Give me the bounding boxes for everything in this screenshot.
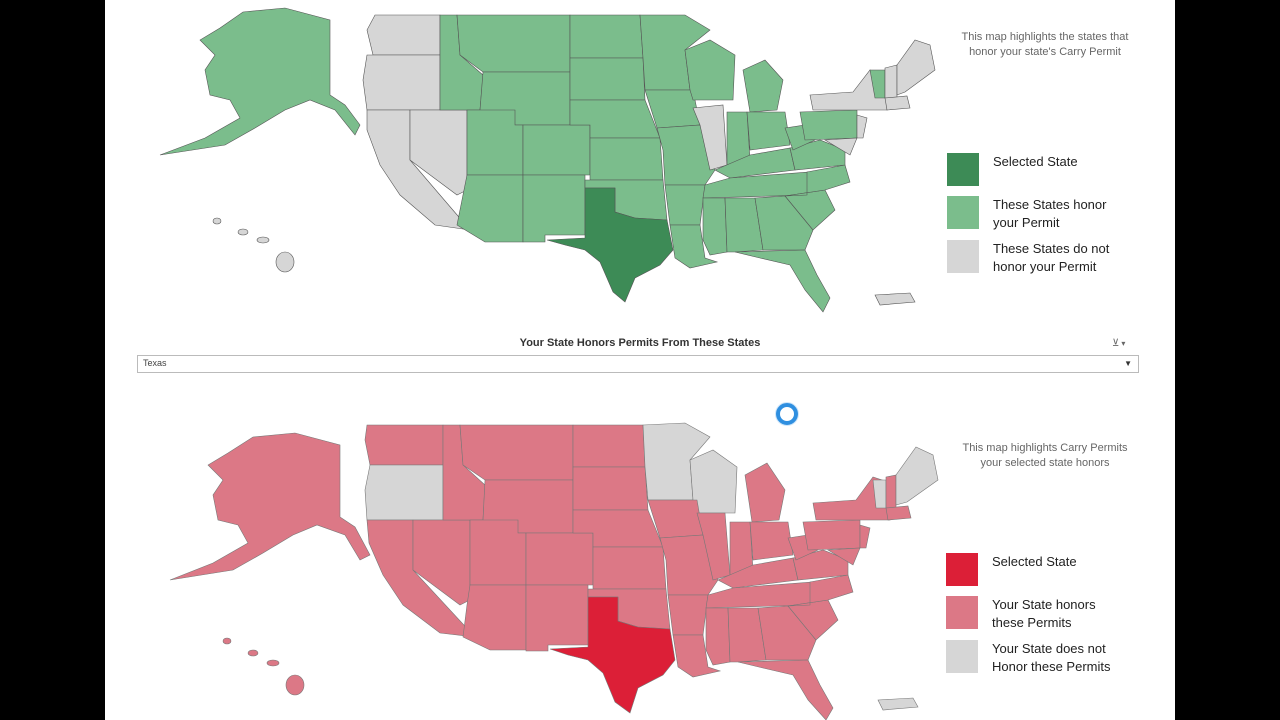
state-florida [734,249,831,313]
state-illinois [696,512,731,581]
state-mississippi [702,197,728,256]
bottom-legend-not-honor: Your State does not Honor these Permits [946,640,1122,676]
chevron-down-icon[interactable]: ▼ [1124,359,1132,368]
state-texas [549,596,676,714]
state-massachusetts [885,505,912,521]
state-maryland [827,547,861,566]
state-michigan [744,462,786,523]
top-legend-not-honor: These States do not honor your Permit [947,240,1123,276]
legend-swatch [946,640,978,673]
slicer-title: Your State Honors Permits From These Sta… [519,337,761,349]
top-legend-selected: Selected State [947,153,1123,186]
state-georgia [754,195,814,251]
state-maryland [824,137,858,156]
legend-swatch [947,196,979,229]
state-dropdown-value: Texas [143,358,167,368]
top-map-note: This map highlights the states that hono… [961,31,1129,58]
state-pennsylvania [802,519,861,551]
loading-spinner-icon [776,403,798,425]
state-arkansas [667,594,709,636]
state-ohio [749,521,794,561]
state-utah [466,109,524,176]
state-new-jersey [859,524,871,549]
state-arkansas [664,184,706,226]
state-georgia [757,605,817,661]
state-north-dakota [572,424,646,468]
state-louisiana [672,634,722,678]
state-virginia [789,139,846,171]
state-kansas [589,137,664,181]
state-mississippi [705,607,731,666]
state-pennsylvania [799,109,858,141]
state-alabama [727,607,767,663]
state-north-dakota [569,14,644,59]
legend-swatch [947,153,979,186]
state-illinois [692,104,728,171]
legend-swatch [947,240,979,273]
state-new-mexico [522,174,586,243]
chevron-down-icon[interactable]: ▾ [1121,339,1126,348]
top-legend-honor: These States honor your Permit [947,196,1123,232]
state-hawaii [275,251,295,273]
state-massachusetts [884,95,911,111]
bottom-us-map[interactable] [145,405,945,720]
top-us-map[interactable] [145,0,945,320]
report-canvas: This map highlights the states that hono… [105,0,1175,720]
state-hawaii [285,674,305,696]
state-virginia [792,549,849,581]
state-louisiana [669,224,719,269]
state-kansas [592,546,667,590]
state-washington [364,424,444,466]
state-arizona [462,584,527,651]
state-oregon [364,464,444,521]
state-florida [737,659,834,720]
state-colorado [525,532,594,586]
state-maine [896,39,936,96]
state-maine [895,446,939,506]
bottom-map-note: This map highlights Carry Permits your s… [962,442,1128,469]
state-michigan [742,59,784,113]
state-wisconsin [684,39,736,101]
state-ohio [746,111,791,151]
state-arizona [456,174,524,243]
state-south-dakota [572,466,649,511]
bottom-legend-honor: Your State honors these Permits [946,596,1122,632]
state-tennessee [705,581,814,609]
state-utah [469,519,527,586]
territory-puerto-rico [877,697,919,711]
state-new-hampshire [884,64,898,99]
state-new-jersey [856,114,868,139]
state-alabama [724,197,764,253]
state-colorado [522,124,591,176]
state-new-hampshire [885,474,897,509]
state-texas [546,187,674,303]
state-montana [459,424,574,481]
territory-puerto-rico [874,292,916,306]
state-oregon [362,54,441,111]
state-alaska [169,432,371,581]
legend-swatch [946,553,978,586]
state-dropdown[interactable]: Texas ▼ [137,355,1139,373]
state-washington [366,14,441,56]
state-montana [456,14,571,73]
state-alaska [159,7,361,156]
filter-clear-icon[interactable]: ⊻ ▾ [1112,338,1126,349]
bottom-legend-selected: Selected State [946,553,1122,586]
state-new-mexico [525,584,589,652]
state-tennessee [702,171,811,199]
state-south-dakota [569,57,646,101]
legend-swatch [946,596,978,629]
